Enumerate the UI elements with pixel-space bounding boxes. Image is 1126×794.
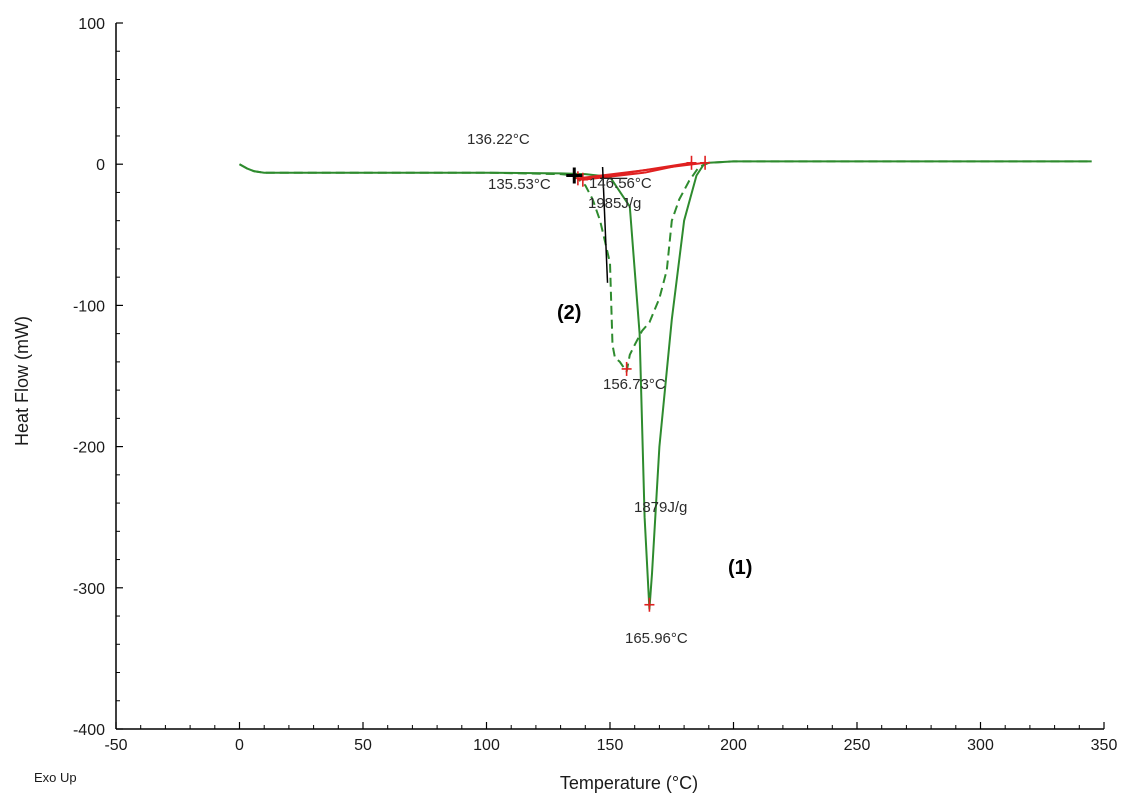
x-tick-label: 50 <box>354 737 372 754</box>
annotation-onset-136-22: 136.22°C <box>467 131 530 148</box>
annotation-enthalpy-1985: 1985J/g <box>588 195 641 212</box>
y-axis-title: Heat Flow (mW) <box>12 316 32 446</box>
x-axis-title: Temperature (°C) <box>560 773 698 793</box>
x-tick-label: 350 <box>1091 737 1118 754</box>
x-tick-label: -50 <box>104 737 127 754</box>
y-tick-label: -300 <box>73 581 105 598</box>
exo-up-label: Exo Up <box>34 770 77 785</box>
annotation-enthalpy-1879: 1879J/g <box>634 499 687 516</box>
x-tick-label: 200 <box>720 737 747 754</box>
annotation-peak-156-73: 156.73°C <box>603 376 666 393</box>
y-tick-label: 0 <box>96 157 105 174</box>
x-tick-label: 0 <box>235 737 244 754</box>
plot-area <box>239 155 1092 612</box>
x-tick-label: 150 <box>597 737 624 754</box>
x-tick-label: 100 <box>473 737 500 754</box>
integration-baseline-3 <box>582 171 645 181</box>
annotation-onset-135-53: 135.53°C <box>488 176 551 193</box>
integration-baseline-4 <box>644 161 692 174</box>
onset-tangent-line <box>601 166 609 283</box>
y-tick-label: -200 <box>73 440 105 457</box>
y-tick-label: 100 <box>78 16 105 33</box>
annotation-146-56: 146.56°C <box>589 175 652 192</box>
y-tick-label: -400 <box>73 722 105 739</box>
curve-label-1: (1) <box>728 557 752 579</box>
x-tick-label: 300 <box>967 737 994 754</box>
series-dashed-curve <box>239 160 1092 373</box>
annotation-peak-165-96: 165.96°C <box>625 630 688 647</box>
x-tick-label: 250 <box>844 737 871 754</box>
y-tick-label: -100 <box>73 298 105 315</box>
axes: 100 0 -100 -200 -300 -400-50 0 50 100 150 200 250 30… <box>73 16 1117 754</box>
curve-label-2: (2) <box>557 302 581 324</box>
